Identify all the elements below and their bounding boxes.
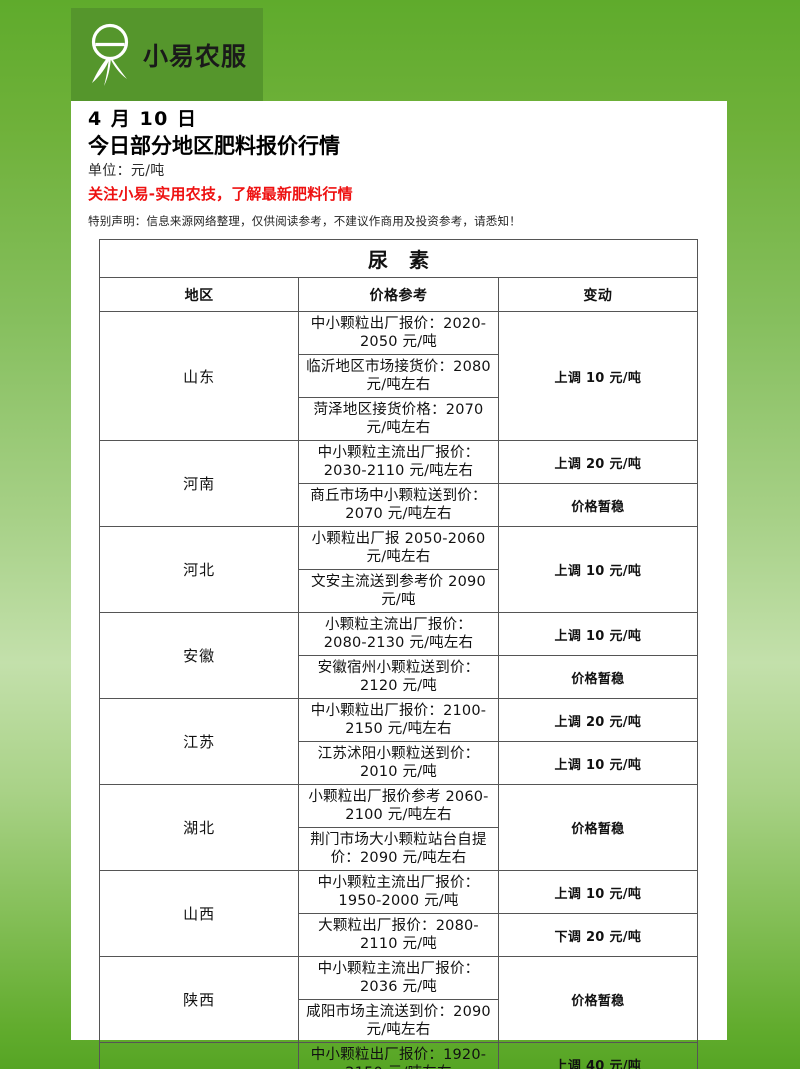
- price-cell: 中小颗粒主流出厂报价：1950-2000 元/吨: [298, 870, 499, 914]
- sprout-circle-icon: [83, 20, 137, 90]
- report-date: 4 月 10 日: [88, 108, 198, 130]
- region-cell: 湖北: [98, 784, 300, 871]
- table-row: 江苏沭阳小颗粒送到价：2010 元/吨 上调 10 元/吨: [100, 741, 699, 785]
- change-cell: 价格暂稳: [497, 784, 699, 871]
- table-caption-row: 尿 素: [99, 239, 698, 278]
- price-cell: 荆门市场大小颗粒站台自提价：2090 元/吨左右: [298, 827, 499, 871]
- unit-label: 单位：元/吨: [88, 163, 165, 179]
- disclaimer-text: 特别声明：信息来源网络整理，仅供阅读参考，不建议作商用及投资参考，请悉知！: [88, 214, 521, 228]
- price-cell: 小颗粒主流出厂报价：2080-2130 元/吨左右: [298, 612, 499, 656]
- column-header-change: 变动: [497, 277, 699, 312]
- price-cell: 中小颗粒出厂报价：1920-2150 元/吨左右: [298, 1042, 499, 1069]
- table-row: 陕西 中小颗粒主流出厂报价：2036 元/吨 价格暂稳: [98, 956, 699, 1043]
- price-cell: 中小颗粒主流出厂报价：2030-2110 元/吨左右: [298, 440, 499, 484]
- table-row: 安徽 小颗粒主流出厂报价：2080-2130 元/吨左右 上调 10 元/吨: [98, 612, 699, 699]
- report-header: 4 月 10 日 今日部分地区肥料报价行情 单位：元/吨 关注小易-实用农技，了…: [71, 101, 727, 231]
- table-caption: 尿 素: [99, 239, 698, 278]
- table-row: 菏泽地区接货价格：2070 元/吨左右: [100, 397, 698, 441]
- table-row: 商丘市场中小颗粒送到价：2070 元/吨左右 价格暂稳: [100, 483, 699, 527]
- column-header-price: 价格参考: [298, 277, 499, 312]
- change-cell: 上调 20 元/吨: [497, 698, 699, 742]
- change-cell: 上调 10 元/吨: [497, 870, 699, 914]
- price-cell: 临沂地区市场接货价：2080 元/吨左右: [298, 354, 499, 398]
- change-cell: 上调 40 元/吨: [497, 1042, 699, 1069]
- price-cell: 小颗粒出厂报价参考 2060-2100 元/吨左右: [298, 784, 499, 828]
- brand-banner: 小易农服: [71, 8, 263, 101]
- price-cell: 菏泽地区接货价格：2070 元/吨左右: [298, 397, 499, 441]
- change-cell: 上调 20 元/吨: [497, 440, 699, 484]
- price-cell: 文安主流送到参考价 2090 元/吨: [298, 569, 499, 613]
- change-cell: 价格暂稳: [497, 655, 699, 699]
- change-cell: 上调 10 元/吨: [497, 311, 699, 441]
- region-cell: 安徽: [98, 612, 300, 699]
- region-cell: 河北: [98, 526, 300, 613]
- change-cell: 下调 20 元/吨: [497, 913, 699, 957]
- price-cell: 中小颗粒出厂报价：2020-2050 元/吨: [298, 311, 499, 355]
- region-cell: 江苏: [98, 698, 300, 785]
- region-cell: 陕西: [98, 956, 300, 1043]
- region-cell: 河南: [98, 440, 300, 527]
- urea-price-table: 尿 素地区 价格参考 变动 山东 中小颗粒出厂报价：2020-2050 元/吨 上调 10…: [98, 239, 699, 1069]
- table-row: 山西 中小颗粒主流出厂报价：1950-2000 元/吨 上调 10 元/吨: [98, 870, 699, 957]
- price-cell: 大颗粒出厂报价：2080-2110 元/吨: [298, 913, 499, 957]
- change-cell: 价格暂稳: [497, 483, 699, 527]
- price-cell: 咸阳市场主流送到价：2090 元/吨左右: [298, 999, 499, 1043]
- promo-text: 关注小易-实用农技，了解最新肥料行情: [88, 185, 353, 203]
- price-cell: 江苏沭阳小颗粒送到价：2010 元/吨: [298, 741, 499, 785]
- table-row: 咸阳市场主流送到价：2090 元/吨左右: [100, 999, 698, 1043]
- price-cell: 安徽宿州小颗粒送到价：2120 元/吨: [298, 655, 499, 699]
- column-header-region: 地区: [98, 277, 300, 312]
- table-row: 河北 小颗粒出厂报 2050-2060 元/吨左右 上调 10 元/吨: [98, 526, 699, 613]
- price-cell: 中小颗粒主流出厂报价：2036 元/吨: [298, 956, 499, 1000]
- price-cell: 小颗粒出厂报 2050-2060 元/吨左右: [298, 526, 499, 570]
- price-table-container: 尿 素地区 价格参考 变动 山东 中小颗粒出厂报价：2020-2050 元/吨 上调 10…: [71, 231, 727, 1069]
- table-row: 大颗粒出厂报价：2080-2110 元/吨 下调 20 元/吨: [100, 913, 699, 957]
- brand-name: 小易农服: [143, 41, 248, 71]
- table-row: 山东 中小颗粒出厂报价：2020-2050 元/吨 上调 10 元/吨: [98, 311, 699, 441]
- change-cell: 上调 10 元/吨: [497, 526, 699, 613]
- table-row: 河南 中小颗粒主流出厂报价：2030-2110 元/吨左右 上调 20 元/吨: [98, 440, 699, 527]
- report-card: 4 月 10 日 今日部分地区肥料报价行情 单位：元/吨 关注小易-实用农技，了…: [71, 101, 727, 1069]
- page-title: 今日部分地区肥料报价行情: [88, 134, 340, 158]
- table-header-row: 地区 价格参考 变动: [98, 277, 699, 312]
- price-cell: 中小颗粒出厂报价：2100-2150 元/吨左右: [298, 698, 499, 742]
- region-cell: 内蒙古: [98, 1042, 300, 1069]
- price-cell: 商丘市场中小颗粒送到价：2070 元/吨左右: [298, 483, 499, 527]
- table-row: 江苏 中小颗粒出厂报价：2100-2150 元/吨左右 上调 20 元/吨: [98, 698, 699, 785]
- change-cell: 上调 10 元/吨: [497, 741, 699, 785]
- change-cell: 上调 10 元/吨: [497, 612, 699, 656]
- table-row: 文安主流送到参考价 2090 元/吨: [100, 569, 698, 613]
- table-row: 安徽宿州小颗粒送到价：2120 元/吨 价格暂稳: [100, 655, 699, 699]
- region-cell: 山东: [98, 311, 300, 441]
- region-cell: 山西: [98, 870, 300, 957]
- change-cell: 价格暂稳: [497, 956, 699, 1043]
- table-row: 湖北 小颗粒出厂报价参考 2060-2100 元/吨左右 价格暂稳: [98, 784, 699, 871]
- table-row: 临沂地区市场接货价：2080 元/吨左右: [100, 354, 698, 398]
